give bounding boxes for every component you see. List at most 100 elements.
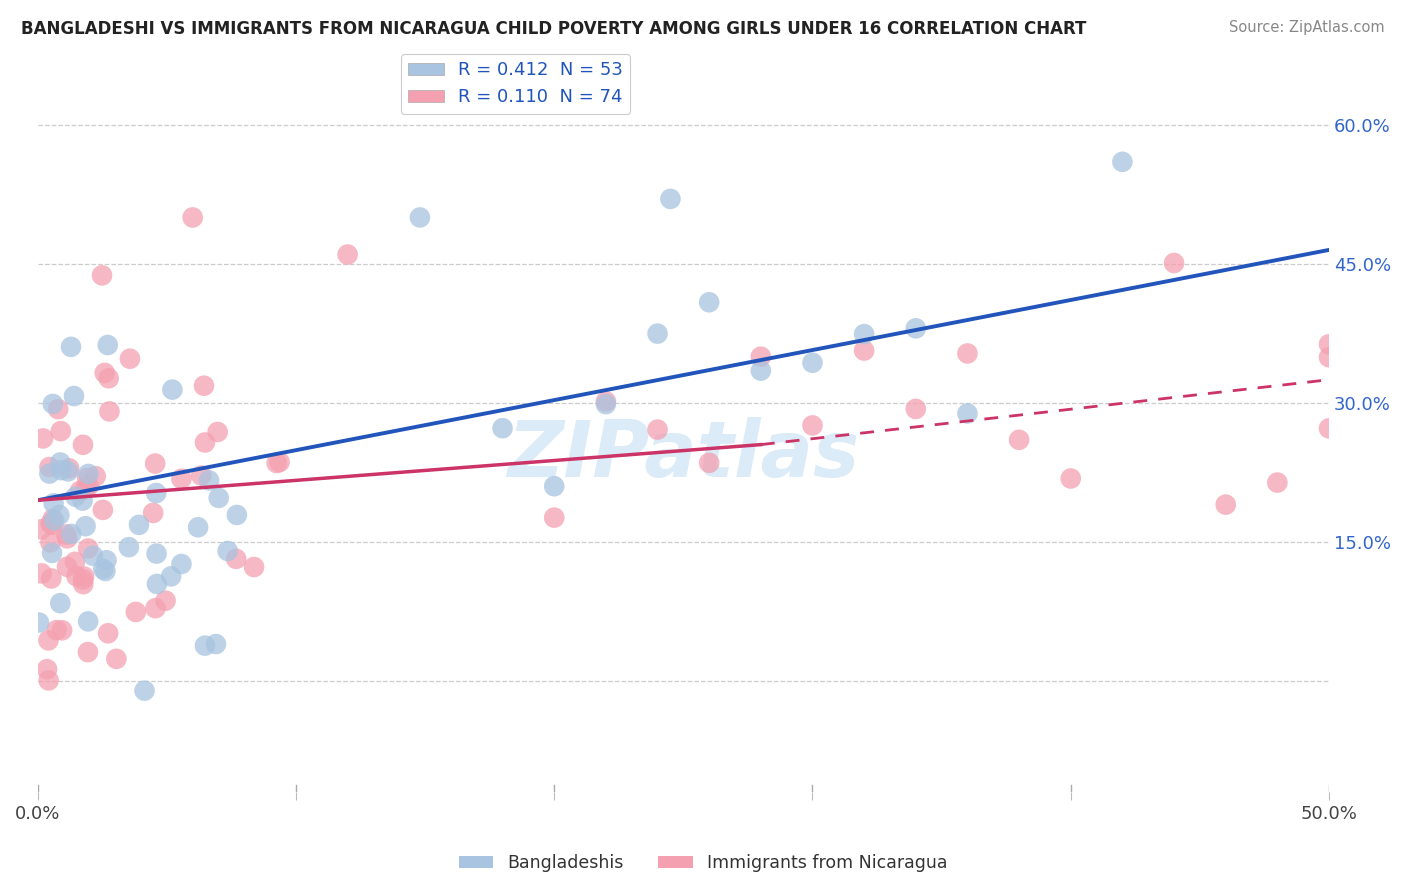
Point <box>1215 498 1237 512</box>
Point <box>65 490 87 504</box>
Point <box>128 517 150 532</box>
Point <box>41 517 63 532</box>
Point <box>146 577 169 591</box>
Point <box>31 566 53 581</box>
Point <box>56 559 79 574</box>
Point <box>207 425 229 439</box>
Point <box>170 557 193 571</box>
Point <box>1317 421 1340 435</box>
Point <box>187 520 209 534</box>
Point <box>97 626 120 640</box>
Point <box>543 479 565 493</box>
Point <box>118 540 141 554</box>
Point <box>84 469 107 483</box>
Point <box>105 652 128 666</box>
Point <box>409 211 432 225</box>
Point <box>647 326 669 341</box>
Point <box>801 356 824 370</box>
Point <box>190 468 212 483</box>
Point <box>63 555 86 569</box>
Point <box>595 397 617 411</box>
Point <box>170 472 193 486</box>
Point <box>225 508 247 522</box>
Point <box>42 512 65 526</box>
Point <box>38 673 60 688</box>
Point <box>93 366 115 380</box>
Point <box>194 435 217 450</box>
Point <box>77 541 100 556</box>
Point <box>38 460 60 475</box>
Point <box>65 569 87 583</box>
Point <box>143 457 166 471</box>
Point <box>56 531 79 545</box>
Point <box>243 560 266 574</box>
Point <box>205 637 228 651</box>
Point <box>49 424 72 438</box>
Point <box>118 351 141 366</box>
Point <box>145 547 167 561</box>
Point <box>77 467 100 481</box>
Point <box>125 605 148 619</box>
Point <box>162 383 184 397</box>
Point <box>58 461 80 475</box>
Point <box>39 516 62 531</box>
Point <box>39 571 62 585</box>
Point <box>72 577 94 591</box>
Point <box>60 527 83 541</box>
Point <box>1317 350 1340 364</box>
Point <box>77 645 100 659</box>
Point <box>91 503 114 517</box>
Point <box>38 467 60 481</box>
Point <box>91 562 114 576</box>
Text: ZIPatlas: ZIPatlas <box>508 417 859 493</box>
Point <box>75 519 97 533</box>
Point <box>94 564 117 578</box>
Point <box>49 596 72 610</box>
Point <box>142 506 165 520</box>
Point <box>1008 433 1031 447</box>
Point <box>73 569 96 583</box>
Point <box>45 623 67 637</box>
Point <box>58 464 80 478</box>
Legend: R = 0.412  N = 53, R = 0.110  N = 74: R = 0.412 N = 53, R = 0.110 N = 74 <box>401 54 630 113</box>
Point <box>160 569 183 583</box>
Point <box>97 338 120 352</box>
Point <box>217 544 239 558</box>
Point <box>98 404 121 418</box>
Point <box>543 510 565 524</box>
Point <box>647 423 669 437</box>
Point <box>956 407 979 421</box>
Point <box>134 683 156 698</box>
Point <box>77 479 100 493</box>
Point <box>697 295 720 310</box>
Text: Source: ZipAtlas.com: Source: ZipAtlas.com <box>1229 20 1385 35</box>
Point <box>659 192 682 206</box>
Point <box>904 401 927 416</box>
Point <box>181 211 204 225</box>
Point <box>145 486 167 500</box>
Point <box>82 549 104 563</box>
Point <box>51 463 73 477</box>
Point <box>266 456 288 470</box>
Point <box>30 522 52 536</box>
Point <box>749 350 772 364</box>
Point <box>269 455 291 469</box>
Point <box>48 508 70 522</box>
Point <box>155 593 177 607</box>
Point <box>1163 256 1185 270</box>
Point <box>1267 475 1289 490</box>
Point <box>194 639 217 653</box>
Text: BANGLADESHI VS IMMIGRANTS FROM NICARAGUA CHILD POVERTY AMONG GIRLS UNDER 16 CORR: BANGLADESHI VS IMMIGRANTS FROM NICARAGUA… <box>21 20 1087 37</box>
Point <box>63 389 86 403</box>
Point <box>39 535 62 549</box>
Point <box>49 455 72 469</box>
Point <box>853 327 876 342</box>
Point <box>1111 154 1133 169</box>
Point <box>55 527 77 541</box>
Point <box>60 340 83 354</box>
Point <box>35 662 58 676</box>
Point <box>801 418 824 433</box>
Point <box>51 624 73 638</box>
Legend: Bangladeshis, Immigrants from Nicaragua: Bangladeshis, Immigrants from Nicaragua <box>451 847 955 879</box>
Point <box>41 546 63 560</box>
